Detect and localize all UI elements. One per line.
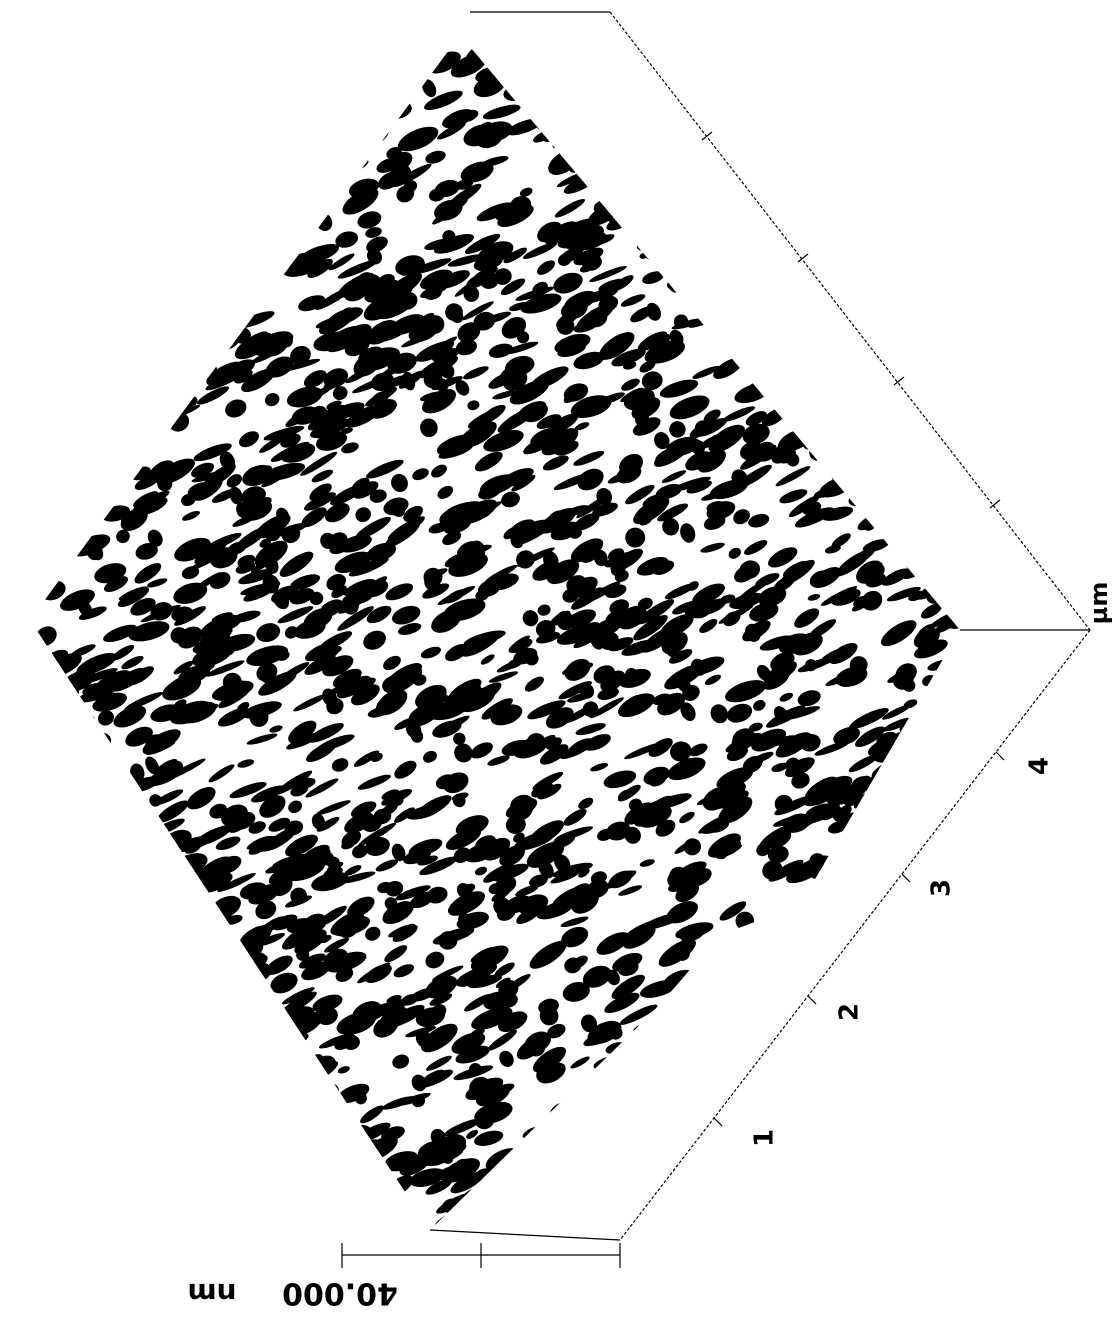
z-scale-unit: nm xyxy=(187,1277,236,1310)
x-tick-label: 2 xyxy=(835,1003,865,1021)
z-scale-label: 40.000 xyxy=(282,1276,398,1311)
page: 1 2 3 4 µm 40.000 nm (() => { const data… xyxy=(0,0,1118,1317)
x-tick-label: 3 xyxy=(927,879,957,897)
x-tick-label: 4 xyxy=(1025,757,1055,775)
x-tick-label: 1 xyxy=(750,1129,780,1147)
afm-figure: 1 2 3 4 µm 40.000 nm xyxy=(0,0,1118,1317)
x-axis-unit: µm xyxy=(1085,582,1113,625)
